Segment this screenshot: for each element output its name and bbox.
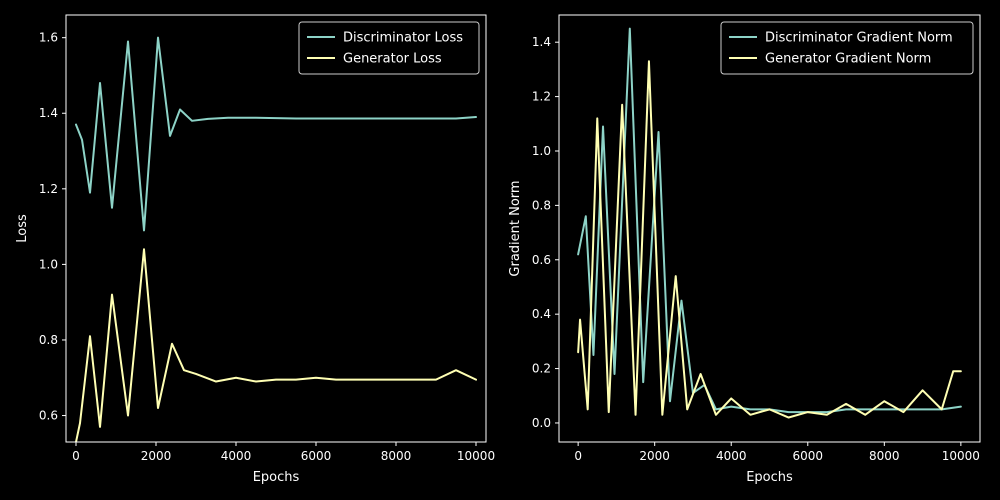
x-tick-label: 2000: [141, 449, 172, 463]
x-tick-label: 8000: [381, 449, 412, 463]
y-tick-label: 1.4: [532, 35, 551, 49]
y-tick-label: 0.8: [532, 198, 551, 212]
legend-box: [298, 21, 480, 75]
y-tick-label: 0.6: [532, 253, 551, 267]
axes-frame: [65, 14, 487, 443]
x-tick-label: 6000: [792, 449, 823, 463]
x-axis-label: Epochs: [253, 470, 300, 485]
legend-entry-label: Discriminator Gradient Norm: [765, 31, 953, 46]
legend-entry-label: Generator Loss: [343, 52, 442, 67]
axes-frame: [558, 14, 981, 443]
series-line-2: [577, 60, 962, 419]
y-tick-label: 0.2: [532, 362, 551, 376]
y-tick-label: 1.4: [39, 106, 58, 120]
x-tick-label: 2000: [639, 449, 670, 463]
x-tick-label: 10000: [457, 449, 495, 463]
legend-box: [720, 21, 974, 75]
y-axis-label: Loss: [15, 214, 30, 243]
plot-area: [577, 27, 962, 419]
plot-area: [75, 36, 477, 442]
y-tick-label: 1.2: [532, 90, 551, 104]
y-tick-label: 0.8: [39, 333, 58, 347]
y-tick-label: 1.0: [39, 257, 58, 271]
x-tick-label: 6000: [301, 449, 332, 463]
legend: Discriminator Gradient Norm Generator Gra…: [720, 21, 974, 75]
series-line-2: [75, 248, 477, 442]
legend-entry-label: Generator Gradient Norm: [765, 52, 931, 67]
y-tick-label: 1.0: [532, 144, 551, 158]
legend-entry-label: Discriminator Loss: [343, 31, 463, 46]
x-tick-label: 10000: [942, 449, 980, 463]
series-line-1: [75, 36, 477, 232]
x-tick-label: 4000: [716, 449, 747, 463]
x-axis-label: Epochs: [746, 470, 793, 485]
x-tick-label: 0: [574, 449, 582, 463]
x-tick-label: 4000: [221, 449, 252, 463]
x-tick-label: 0: [72, 449, 80, 463]
legend: Discriminator Loss Generator Loss: [298, 21, 480, 75]
y-axis-label: Gradient Norm: [508, 180, 523, 276]
loss-chart-panel: 0 2000 4000 6000 8000 10000 0.6 0.8 1.0 1.2 1.4 1.6…: [15, 14, 495, 485]
y-tick-label: 0.4: [532, 307, 551, 321]
y-tick-label: 1.2: [39, 182, 58, 196]
x-tick-label: 8000: [869, 449, 900, 463]
y-tick-label: 0.6: [39, 409, 58, 423]
y-tick-label: 0.0: [532, 416, 551, 430]
y-tick-label: 1.6: [39, 31, 58, 45]
gradient-norm-chart-panel: 0 2000 4000 6000 8000 10000 0.0 0.2 0.4 0.6 0.8 1.0…: [508, 14, 981, 485]
